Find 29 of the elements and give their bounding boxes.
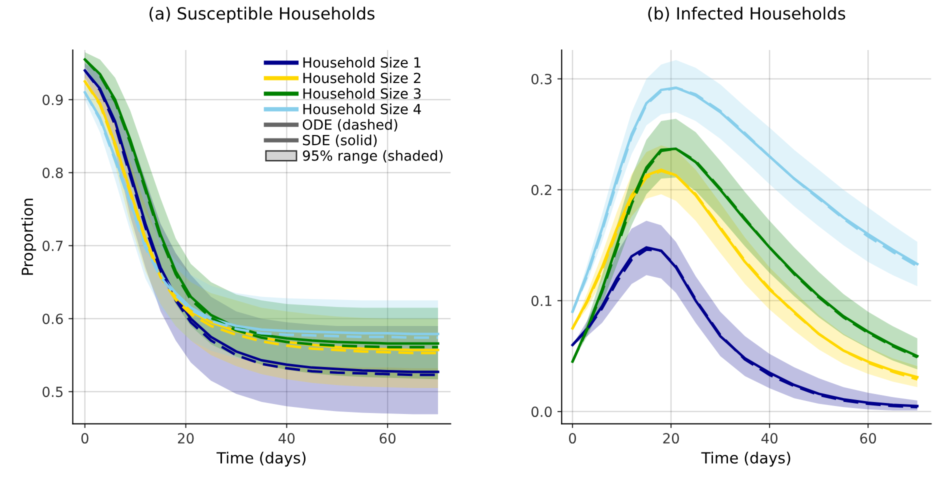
legend-label: SDE (solid) <box>302 134 377 147</box>
x-tick-label: 40 <box>761 433 778 444</box>
y-tick-label: 0.5 <box>42 386 63 398</box>
x-tick-label: 20 <box>663 433 679 444</box>
legend-label: ODE (dashed) <box>302 119 398 132</box>
y-tick-label: 0.1 <box>531 296 552 306</box>
chart-title: (b) Infected Households <box>648 6 846 22</box>
x-tick-label: 60 <box>860 433 876 444</box>
legend-label: Household Size 3 <box>303 88 421 99</box>
legend-label: Household Size 4 <box>303 104 421 114</box>
y-tick-label: 0.3 <box>531 74 552 84</box>
x-tick-label: 0 <box>569 433 576 444</box>
x-tick-label: 20 <box>178 433 194 444</box>
x-axis-title: Time (days) <box>216 452 306 467</box>
x-tick-label: 60 <box>380 433 396 444</box>
legend-label: Household Size 1 <box>303 56 420 68</box>
x-tick-label: 0 <box>81 433 88 444</box>
y-tick-label: 0.0 <box>531 406 552 418</box>
y-tick-label: 0.7 <box>42 240 63 252</box>
y-tick-label: 0.9 <box>42 94 63 106</box>
chart-title: (a) Susceptible Households <box>150 6 374 23</box>
y-tick-label: 0.2 <box>531 184 552 196</box>
legend-label: Household Size 2 <box>303 72 420 84</box>
x-axis-title: Time (days) <box>701 452 790 467</box>
y-tick-label: 0.8 <box>42 168 63 178</box>
y-tick-label: 0.6 <box>42 314 63 324</box>
x-tick-label: 40 <box>278 433 295 444</box>
y-axis-title: Proportion <box>21 198 36 275</box>
legend-label: 95% range (shaded) <box>302 150 442 164</box>
